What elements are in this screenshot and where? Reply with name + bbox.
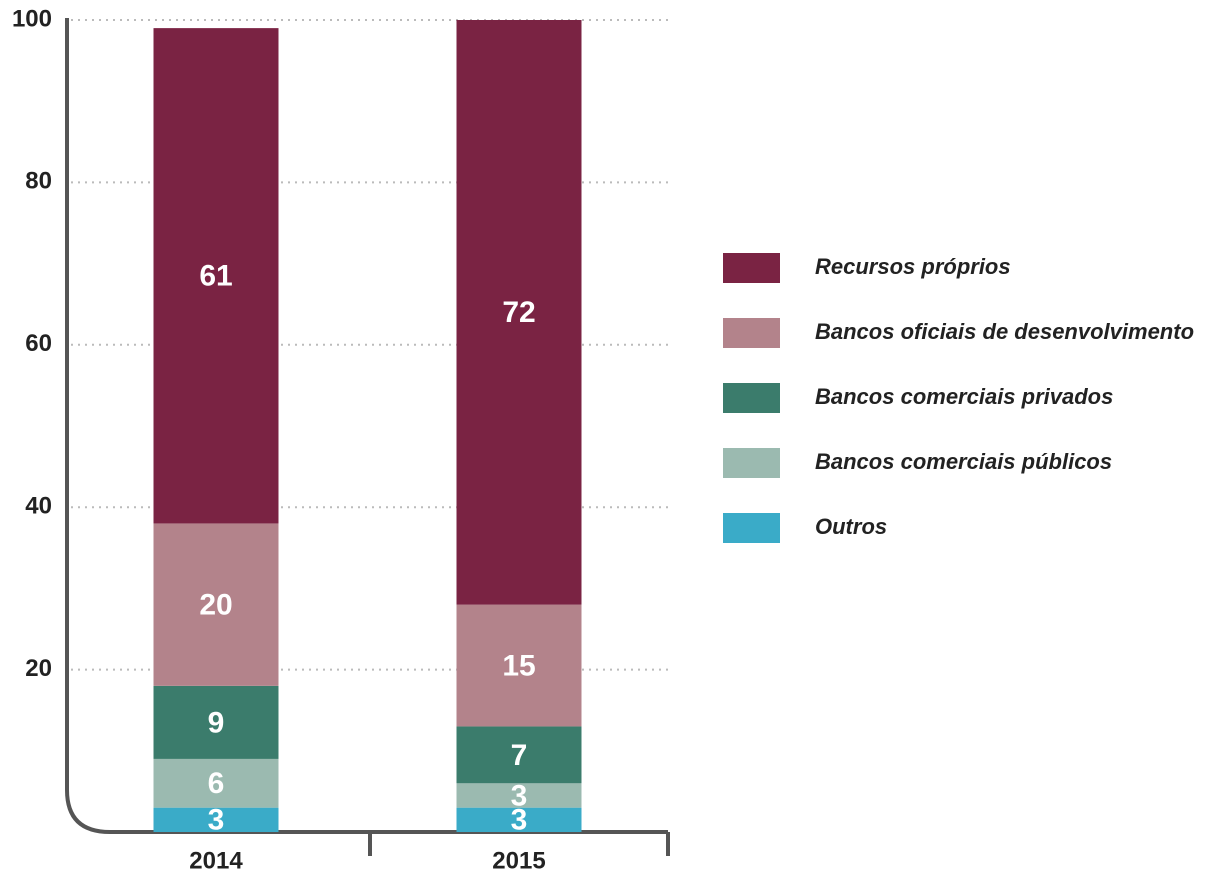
data-label: 15 xyxy=(502,649,535,682)
data-label: 61 xyxy=(199,260,232,293)
legend-label: Bancos oficiais de desenvolvimento xyxy=(815,319,1194,344)
axis-line xyxy=(65,18,668,834)
data-label: 20 xyxy=(199,589,232,622)
y-tick-label: 40 xyxy=(25,493,52,520)
y-tick-label: 100 xyxy=(12,5,52,32)
bar-segment xyxy=(153,28,279,524)
data-label: 7 xyxy=(511,739,528,772)
bar-segment xyxy=(456,726,582,784)
bar-segment xyxy=(456,20,582,605)
bar-segment xyxy=(456,604,582,727)
bar-segment xyxy=(153,523,279,686)
bar-segment xyxy=(456,807,582,832)
data-label: 6 xyxy=(208,767,225,800)
legend-label: Bancos comerciais privados xyxy=(815,384,1113,409)
data-label: 3 xyxy=(511,804,528,837)
bar-segment xyxy=(153,685,279,759)
legend-swatch xyxy=(723,513,780,543)
data-label: 3 xyxy=(511,779,528,812)
bar-segment xyxy=(456,783,582,808)
data-label: 3 xyxy=(208,804,225,837)
legend-label: Recursos próprios xyxy=(815,254,1011,279)
legend-label: Bancos comerciais públicos xyxy=(815,449,1112,474)
bar-segment xyxy=(153,807,279,832)
bar-segment xyxy=(153,758,279,808)
y-tick-label: 80 xyxy=(25,168,52,195)
data-label: 72 xyxy=(502,296,535,329)
x-tick-label: 2014 xyxy=(189,847,243,874)
data-label: 9 xyxy=(208,706,225,739)
y-tick-label: 60 xyxy=(25,330,52,357)
legend-swatch xyxy=(723,253,780,283)
x-tick-label: 2015 xyxy=(492,847,545,874)
legend-swatch xyxy=(723,318,780,348)
legend-label: Outros xyxy=(815,514,887,539)
y-tick-label: 20 xyxy=(25,655,52,682)
legend-swatch xyxy=(723,448,780,478)
legend-swatch xyxy=(723,383,780,413)
